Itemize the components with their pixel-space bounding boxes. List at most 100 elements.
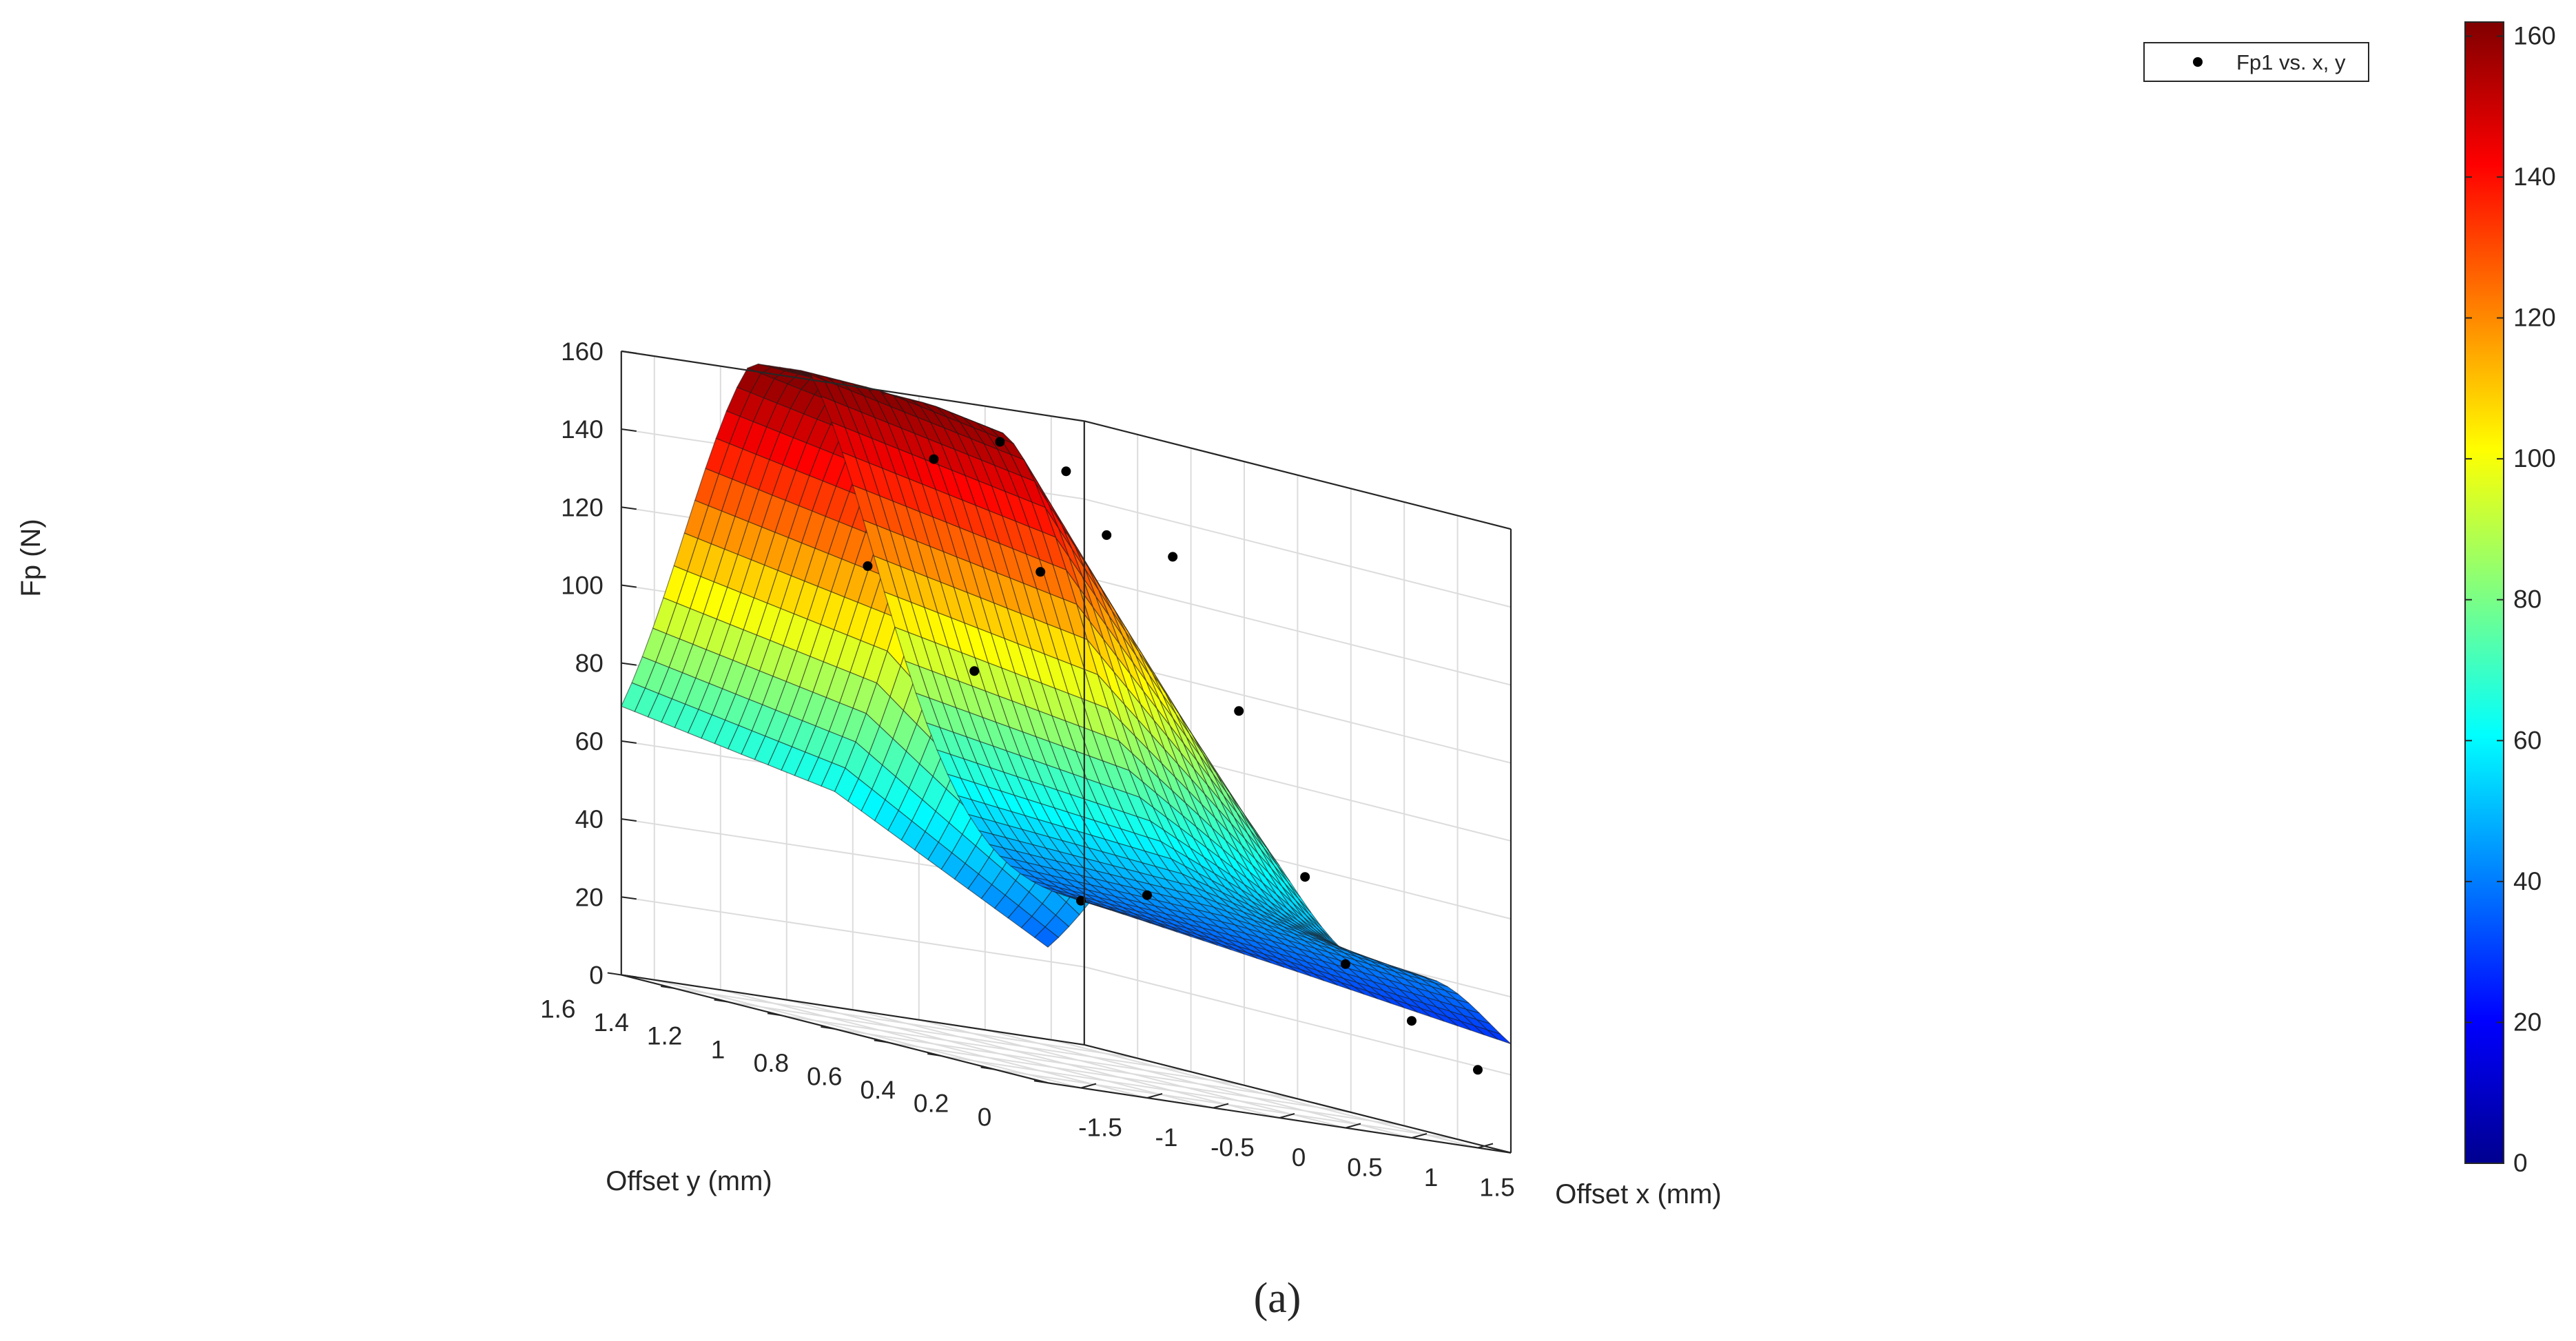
colorbar-tick-label: 140 bbox=[2513, 163, 2556, 191]
y-tick-label: 1.2 bbox=[647, 1022, 682, 1050]
y-tick bbox=[874, 1039, 888, 1043]
data-point-5 bbox=[1102, 530, 1112, 540]
z-tick-label: 140 bbox=[561, 415, 604, 444]
x-tick bbox=[1146, 1093, 1163, 1099]
colorbar-tick-label: 40 bbox=[2513, 867, 2542, 895]
x-tick-label: 1.5 bbox=[1479, 1174, 1514, 1202]
y-tick bbox=[607, 972, 621, 976]
data-points bbox=[863, 437, 1483, 1075]
y-tick bbox=[980, 1066, 995, 1070]
z-axis-label: Fp (N) bbox=[16, 519, 46, 596]
z-tick-label: 60 bbox=[575, 727, 604, 756]
z-tick bbox=[621, 896, 637, 900]
y-tick bbox=[767, 1012, 782, 1017]
x-tick-label: 0 bbox=[1292, 1143, 1306, 1172]
surface-patch bbox=[620, 682, 646, 712]
colorbar: 0 20 40 60 80 100 120 140 160 bbox=[2464, 21, 2556, 1177]
data-point-10 bbox=[1142, 890, 1152, 900]
x-axis-label: Offset x (mm) bbox=[1555, 1179, 1721, 1209]
y-axis-label: Offset y (mm) bbox=[606, 1166, 772, 1196]
z-tick bbox=[621, 428, 637, 433]
colorbar-ticks: 0 20 40 60 80 100 120 140 160 bbox=[2465, 22, 2556, 1177]
data-point-12 bbox=[1300, 872, 1310, 882]
x-tick bbox=[1279, 1113, 1295, 1119]
z-tick-label: 40 bbox=[575, 805, 604, 833]
data-point-9 bbox=[1076, 895, 1086, 906]
x-tick-label: -1 bbox=[1155, 1123, 1178, 1152]
data-point-7 bbox=[1168, 552, 1178, 562]
colorbar-tick-label: 160 bbox=[2513, 22, 2556, 50]
grid-line bbox=[674, 988, 1138, 1059]
colorbar-tick-label: 100 bbox=[2513, 444, 2556, 472]
colorbar-gradient bbox=[2464, 21, 2504, 1164]
colorbar-tick-label: 60 bbox=[2513, 726, 2542, 754]
data-point-13 bbox=[1407, 1016, 1416, 1026]
y-tick-label: 0.2 bbox=[914, 1090, 949, 1118]
y-tick-label: 0 bbox=[978, 1103, 992, 1131]
x-tick-label: -0.5 bbox=[1210, 1134, 1255, 1162]
x-tick bbox=[1477, 1143, 1494, 1149]
data-point-3 bbox=[969, 666, 980, 676]
y-tick bbox=[661, 986, 675, 990]
axes-box bbox=[620, 350, 1512, 1154]
z-tick-label: 80 bbox=[575, 649, 604, 678]
data-point-0 bbox=[863, 561, 873, 571]
z-tick bbox=[621, 506, 637, 510]
x-tick-label: 0.5 bbox=[1347, 1154, 1382, 1182]
box-edge bbox=[621, 974, 1084, 1046]
x-tick-label: -1.5 bbox=[1078, 1114, 1122, 1142]
data-point-1 bbox=[929, 454, 939, 464]
x-tick bbox=[1080, 1083, 1097, 1089]
data-point-14 bbox=[1473, 1065, 1483, 1075]
x-tick bbox=[1213, 1103, 1229, 1109]
z-tick bbox=[621, 740, 637, 744]
z-tick-label: 120 bbox=[561, 493, 604, 521]
y-tick bbox=[821, 1026, 835, 1030]
z-tick-label: 20 bbox=[575, 883, 604, 911]
grid-line bbox=[941, 1055, 1405, 1127]
z-tick bbox=[621, 584, 637, 588]
grid-line bbox=[834, 1028, 1298, 1100]
y-tick-label: 1.4 bbox=[593, 1008, 628, 1037]
axis-ticks: 0 20 40 60 80 100 120 140 160 -1.5 -1 -0.5 0 0.5 1 1.5 0… bbox=[540, 337, 1515, 1202]
z-tick bbox=[621, 974, 637, 978]
legend-entry-0: Fp1 vs. x, y bbox=[2236, 50, 2346, 74]
y-tick bbox=[714, 999, 728, 1003]
box-edge bbox=[1084, 1043, 1512, 1154]
z-tick-label: 160 bbox=[561, 337, 604, 366]
y-tick-label: 0.8 bbox=[754, 1049, 789, 1077]
x-tick-label: 1 bbox=[1424, 1163, 1439, 1192]
z-tick-label: 0 bbox=[589, 961, 604, 990]
legend-box bbox=[2143, 42, 2369, 82]
box-edge bbox=[1084, 420, 1512, 530]
data-point-2 bbox=[1035, 567, 1046, 577]
data-point-8 bbox=[1234, 706, 1244, 716]
y-tick bbox=[1033, 1080, 1049, 1084]
y-tick-label: 0.4 bbox=[860, 1076, 895, 1104]
box-edge bbox=[621, 350, 1084, 422]
legend-marker bbox=[2193, 57, 2203, 67]
data-point-6 bbox=[1061, 466, 1071, 477]
colorbar-tick-label: 0 bbox=[2513, 1149, 2528, 1177]
grid-line bbox=[887, 1041, 1351, 1113]
y-tick-label: 1.6 bbox=[540, 995, 575, 1023]
z-tick bbox=[621, 662, 637, 666]
legend[interactable]: Fp1 vs. x, y bbox=[2143, 42, 2369, 82]
z-tick bbox=[621, 818, 637, 822]
data-point-4 bbox=[995, 437, 1005, 447]
grid-line bbox=[781, 1015, 1245, 1086]
grid-line bbox=[728, 1001, 1191, 1073]
z-tick bbox=[621, 350, 637, 354]
x-tick bbox=[1345, 1123, 1361, 1129]
figure-caption: (a) bbox=[1254, 1275, 1301, 1322]
colorbar-tick-label: 120 bbox=[2513, 304, 2556, 332]
data-point-11 bbox=[1341, 959, 1350, 969]
colorbar-tick-label: 20 bbox=[2513, 1008, 2542, 1036]
y-tick bbox=[927, 1053, 942, 1057]
y-tick-label: 0.6 bbox=[807, 1063, 842, 1091]
colorbar-tick-label: 80 bbox=[2513, 585, 2542, 614]
y-tick-label: 1 bbox=[711, 1035, 725, 1063]
z-tick-label: 100 bbox=[561, 572, 604, 600]
